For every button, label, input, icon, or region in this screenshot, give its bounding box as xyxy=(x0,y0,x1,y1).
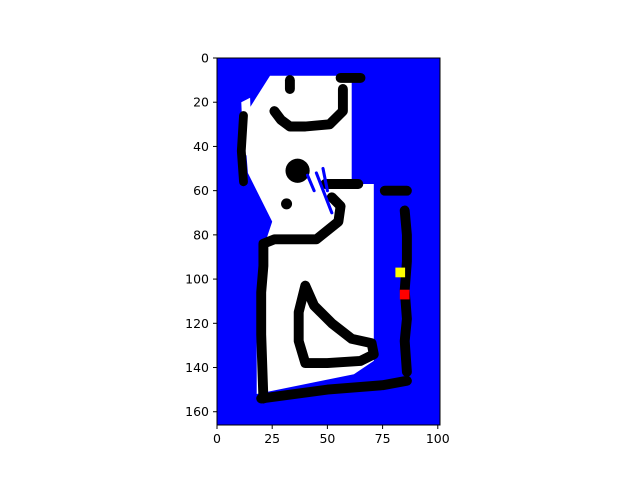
marker-layer xyxy=(395,267,410,300)
unknown-streak xyxy=(314,171,334,215)
y-tick-label: 160 xyxy=(185,404,209,419)
map-image xyxy=(217,58,440,425)
y-tick-label: 100 xyxy=(185,272,209,287)
x-tick-label: 50 xyxy=(319,431,335,446)
y-tick-label: 40 xyxy=(193,139,209,154)
y-tick-label: 120 xyxy=(185,316,209,331)
obstacle-blob xyxy=(285,158,310,183)
y-axis: 0 20 40 60 80 100 120 140 160 xyxy=(185,51,217,419)
y-tick-label: 0 xyxy=(201,51,209,66)
plot-frame xyxy=(216,57,441,426)
obstacle-layer xyxy=(236,72,412,404)
yellow-marker xyxy=(395,267,406,278)
obstacle-wall xyxy=(256,192,346,404)
x-axis: 0 25 50 75 100 xyxy=(213,425,450,446)
unknown-streak-layer xyxy=(305,166,334,215)
obstacle-wall xyxy=(269,84,348,132)
unknown-streak xyxy=(305,173,316,193)
x-tick-label: 25 xyxy=(264,431,280,446)
y-tick-label: 20 xyxy=(193,95,209,110)
y-tick-label: 60 xyxy=(193,183,209,198)
x-tick-label: 100 xyxy=(426,431,450,446)
obstacle-wall xyxy=(293,280,379,369)
unknown-streak xyxy=(321,166,329,193)
x-tick-label: 0 xyxy=(213,431,221,446)
obstacle-wall xyxy=(236,111,248,187)
red-marker xyxy=(399,289,410,300)
obstacle-wall xyxy=(256,375,412,404)
x-tick-label: 75 xyxy=(375,431,391,446)
y-tick-label: 80 xyxy=(193,227,209,242)
y-tick-label: 140 xyxy=(185,360,209,375)
obstacle-blob xyxy=(281,198,293,210)
